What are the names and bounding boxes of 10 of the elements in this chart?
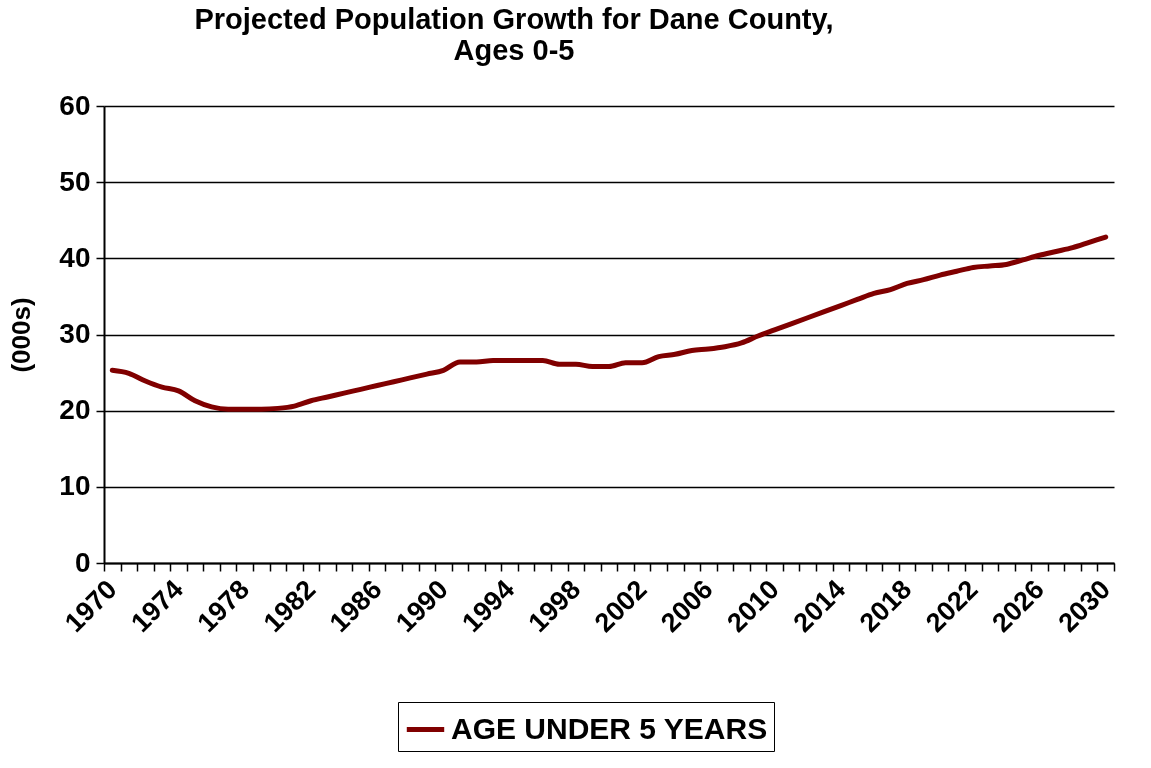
legend-label: AGE UNDER 5 YEARS: [451, 711, 768, 745]
y-axis-title: (000s): [6, 297, 37, 373]
y-tick-label: 60: [59, 89, 91, 121]
chart-title: Projected Population Growth for Dane County, Ages 0-5: [194, 3, 834, 66]
y-tick-label: 0: [74, 546, 91, 578]
y-tick-label: 20: [59, 394, 91, 426]
y-tick-label: 10: [59, 470, 91, 502]
y-tick-label: 50: [59, 165, 91, 197]
y-tick-label: 40: [59, 241, 91, 273]
y-tick-label: 30: [59, 318, 91, 349]
